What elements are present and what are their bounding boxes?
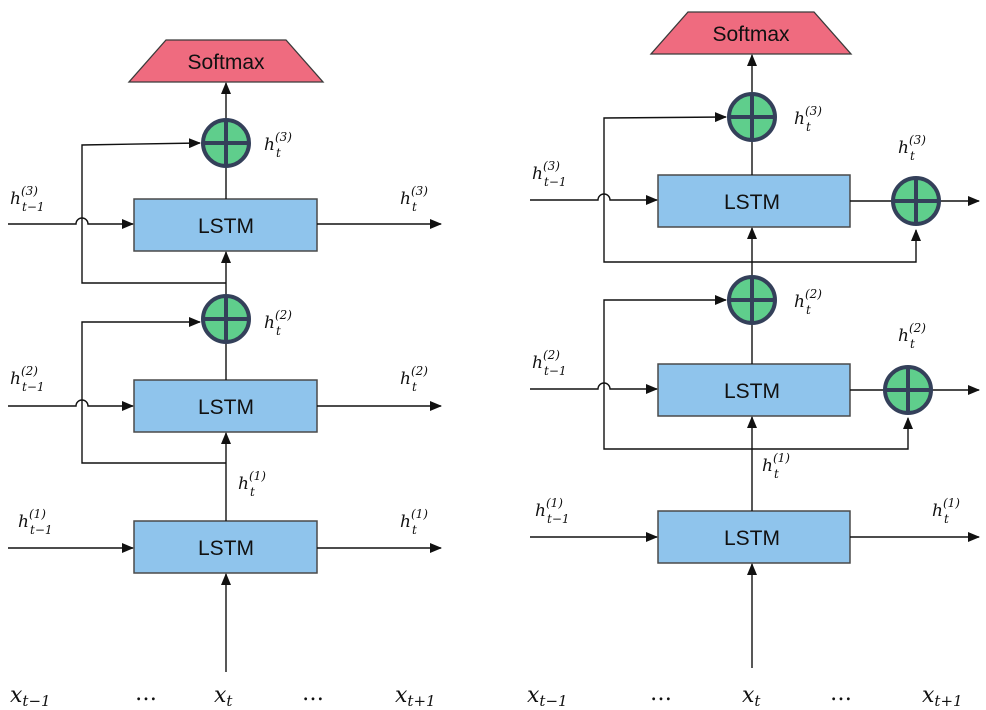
h-sum-layer2-label: h(2) t bbox=[264, 308, 292, 338]
circle-plus-icon bbox=[727, 275, 777, 325]
h-out-layer2-label: h(2) t bbox=[898, 321, 926, 351]
ellipsis-label: … bbox=[135, 681, 157, 706]
h-sum-layer2-label: h(2) t bbox=[794, 287, 822, 317]
h-vertical-layer1-label: h(1) t bbox=[762, 451, 790, 481]
ellipsis-label: … bbox=[830, 681, 852, 706]
lstm-label-layer3: LSTM bbox=[724, 191, 780, 214]
x-prev-label: xt−1 bbox=[527, 683, 568, 710]
lstm-label-layer2: LSTM bbox=[724, 380, 780, 403]
h-prev-layer2-label: h(2) t−1 bbox=[10, 364, 45, 394]
x-next-label: xt+1 bbox=[922, 683, 963, 710]
h-out-layer1-label: h(1) t bbox=[400, 507, 428, 537]
circle-plus-icon bbox=[727, 92, 777, 142]
softmax-label: Softmax bbox=[712, 23, 790, 46]
h-prev-layer1-label: h(1) t−1 bbox=[18, 507, 53, 537]
ellipsis-label: … bbox=[650, 681, 672, 706]
lstm-label-layer1: LSTM bbox=[724, 527, 780, 550]
ellipsis-label: … bbox=[302, 681, 324, 706]
circle-plus-icon bbox=[891, 176, 941, 226]
h-out-layer2-label: h(2) t bbox=[400, 364, 428, 394]
right-diagram: Softmax LSTM LSTM LSTM bbox=[530, 11, 980, 668]
x-prev-label: xt−1 bbox=[10, 683, 51, 710]
lstm-label-layer3: LSTM bbox=[198, 215, 254, 238]
x-t-label: xt bbox=[742, 683, 761, 710]
h-out-layer3-label: h(3) t bbox=[898, 133, 926, 163]
circle-plus-icon bbox=[201, 118, 251, 168]
h-out-layer3-label: h(3) t bbox=[400, 184, 428, 214]
h-sum-layer3-label: h(3) t bbox=[794, 104, 822, 134]
lstm-box-layer3 bbox=[133, 198, 318, 252]
h-prev-layer3-label: h(3) t−1 bbox=[10, 184, 45, 214]
lstm-box-layer1 bbox=[133, 520, 318, 574]
circle-plus-icon bbox=[201, 294, 251, 344]
softmax-block bbox=[649, 11, 853, 55]
lstm-label-layer2: LSTM bbox=[198, 396, 254, 419]
h-vertical-layer1-label: h(1) t bbox=[238, 469, 266, 499]
h-prev-layer2-label: h(2) t−1 bbox=[532, 348, 567, 378]
lstm-box-layer3 bbox=[657, 174, 851, 228]
softmax-label: Softmax bbox=[187, 51, 265, 74]
h-sum-layer3-label: h(3) t bbox=[264, 130, 292, 160]
circle-plus-icon bbox=[883, 365, 933, 415]
softmax-block bbox=[127, 39, 325, 83]
h-prev-layer1-label: h(1) t−1 bbox=[535, 496, 570, 526]
lstm-label-layer1: LSTM bbox=[198, 537, 254, 560]
h-prev-layer3-label: h(3) t−1 bbox=[532, 159, 567, 189]
h-out-layer1-label: h(1) t bbox=[932, 496, 960, 526]
x-t-label: xt bbox=[214, 683, 233, 710]
x-next-label: xt+1 bbox=[395, 683, 436, 710]
left-diagram: Softmax LSTM LSTM LSTM bbox=[8, 39, 442, 672]
